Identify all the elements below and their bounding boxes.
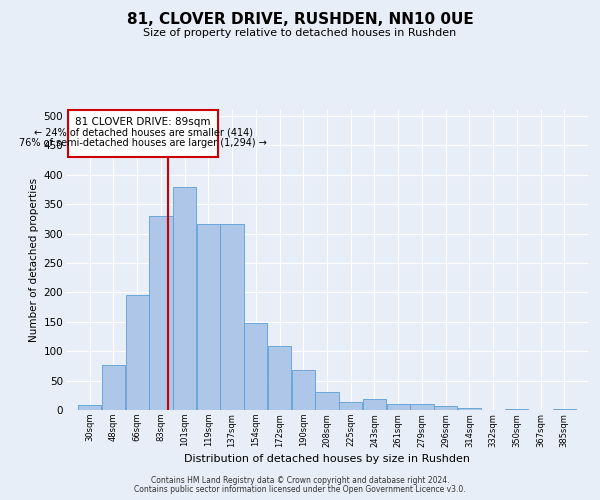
FancyBboxPatch shape — [68, 110, 218, 157]
Bar — [173, 187, 196, 410]
Bar — [244, 323, 268, 410]
Bar — [410, 404, 434, 410]
Text: Contains HM Land Registry data © Crown copyright and database right 2024.: Contains HM Land Registry data © Crown c… — [151, 476, 449, 485]
Text: Size of property relative to detached houses in Rushden: Size of property relative to detached ho… — [143, 28, 457, 38]
Bar — [220, 224, 244, 410]
Text: 76% of semi-detached houses are larger (1,294) →: 76% of semi-detached houses are larger (… — [19, 138, 267, 148]
Bar — [78, 406, 101, 410]
Bar — [125, 294, 149, 410]
X-axis label: Distribution of detached houses by size in Rushden: Distribution of detached houses by size … — [184, 454, 470, 464]
Bar — [553, 409, 576, 410]
Bar — [434, 406, 457, 410]
Text: 81 CLOVER DRIVE: 89sqm: 81 CLOVER DRIVE: 89sqm — [76, 117, 211, 127]
Bar — [268, 346, 291, 410]
Bar — [102, 366, 125, 410]
Bar — [386, 404, 410, 410]
Text: Contains public sector information licensed under the Open Government Licence v3: Contains public sector information licen… — [134, 485, 466, 494]
Bar — [339, 402, 362, 410]
Bar — [363, 399, 386, 410]
Bar — [316, 392, 338, 410]
Bar — [197, 224, 220, 410]
Bar — [149, 216, 173, 410]
Bar — [458, 408, 481, 410]
Text: 81, CLOVER DRIVE, RUSHDEN, NN10 0UE: 81, CLOVER DRIVE, RUSHDEN, NN10 0UE — [127, 12, 473, 28]
Y-axis label: Number of detached properties: Number of detached properties — [29, 178, 40, 342]
Text: ← 24% of detached houses are smaller (414): ← 24% of detached houses are smaller (41… — [34, 128, 253, 138]
Bar — [292, 370, 315, 410]
